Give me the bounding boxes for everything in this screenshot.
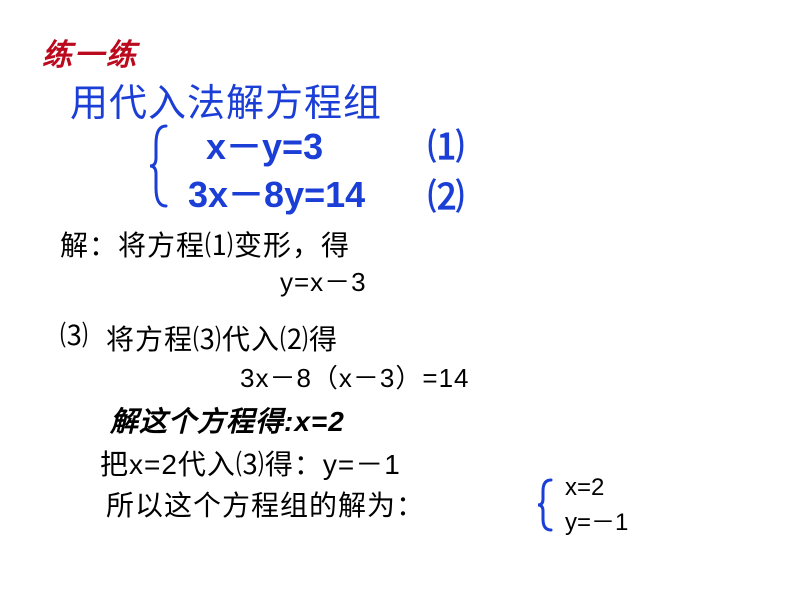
result-brace-icon <box>536 478 554 532</box>
solution-step-1: 解：将方程⑴变形，得 <box>60 224 350 264</box>
solution-step-3: 解这个方程得:x=2 <box>110 400 345 440</box>
equation-2: 3x－8y=14 <box>188 166 365 218</box>
equation-label-1: ⑴ <box>428 118 464 170</box>
solution-step-1-result: y=x－3 <box>280 262 367 299</box>
solution-step-4: 把x=2代入⑶得：y=－1 <box>100 443 401 483</box>
practice-heading: 练一练 <box>42 30 138 74</box>
result-x: x=2 <box>565 474 604 502</box>
equation-label-3: ⑶ <box>60 314 89 354</box>
equation-1: x－y=3 <box>206 118 323 170</box>
equation-label-2: ⑵ <box>428 168 464 220</box>
result-y: y=－1 <box>565 502 628 537</box>
solution-step-2: 将方程⑶代入⑵得 <box>106 318 338 358</box>
solution-step-5: 所以这个方程组的解为： <box>106 484 425 524</box>
left-brace-icon <box>148 124 170 208</box>
solution-step-2-result: 3x－8（x－3）=14 <box>240 358 469 395</box>
